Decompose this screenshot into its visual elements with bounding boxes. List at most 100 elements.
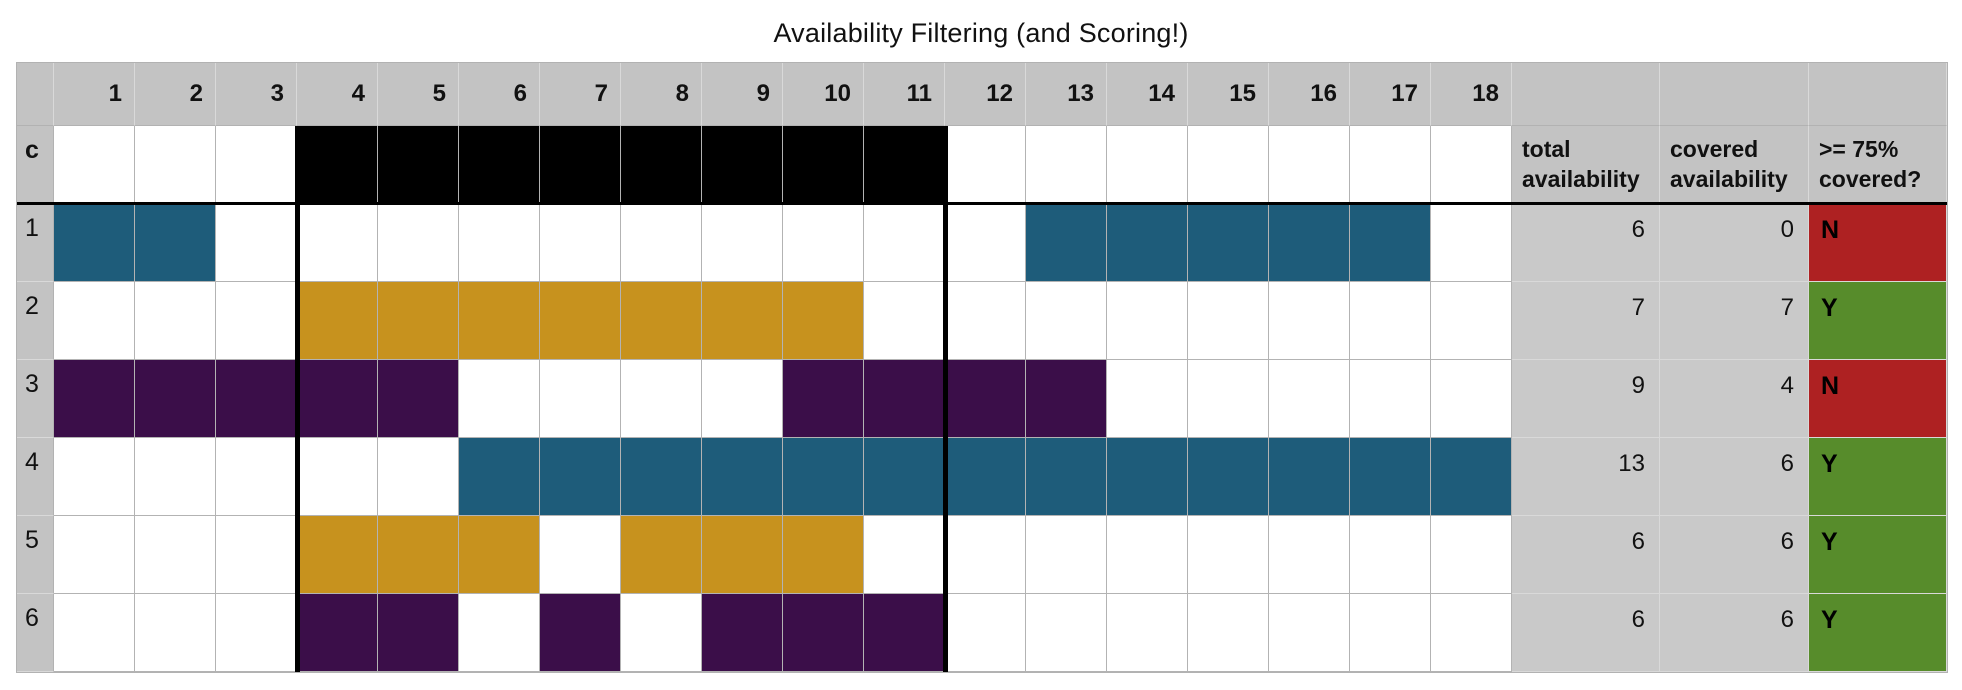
availability-cell-1-5: [378, 204, 459, 282]
column-header-13: 13: [1026, 63, 1107, 126]
slot-cell-c-14: [1107, 126, 1188, 204]
availability-cell-4-2: [135, 438, 216, 516]
availability-cell-6-5: [378, 594, 459, 672]
window-slot-cell-4: [297, 126, 378, 204]
availability-cell-4-10: [783, 438, 864, 516]
availability-cell-6-4: [297, 594, 378, 672]
availability-cell-5-11: [864, 516, 945, 594]
availability-cell-6-14: [1107, 594, 1188, 672]
availability-cell-2-2: [135, 282, 216, 360]
availability-cell-5-17: [1350, 516, 1431, 594]
column-header-7: 7: [540, 63, 621, 126]
slot-cell-c-12: [945, 126, 1026, 204]
row-label-3: 3: [17, 360, 54, 438]
availability-cell-5-1: [54, 516, 135, 594]
availability-cell-4-8: [621, 438, 702, 516]
availability-cell-3-2: [135, 360, 216, 438]
window-row-divider: [17, 202, 1947, 205]
availability-cell-3-6: [459, 360, 540, 438]
availability-cell-1-10: [783, 204, 864, 282]
availability-cell-3-11: [864, 360, 945, 438]
availability-cell-1-15: [1188, 204, 1269, 282]
total-availability-cell-6: 6: [1512, 594, 1660, 672]
availability-cell-4-16: [1269, 438, 1350, 516]
window-slot-cell-7: [540, 126, 621, 204]
total-availability-cell-3: 9: [1512, 360, 1660, 438]
summary-header-2: >= 75% covered?: [1809, 126, 1947, 204]
availability-cell-6-17: [1350, 594, 1431, 672]
corner-cell: [17, 63, 54, 126]
availability-cell-2-3: [216, 282, 297, 360]
availability-cell-2-8: [621, 282, 702, 360]
covered-availability-cell-5: 6: [1660, 516, 1809, 594]
availability-cell-2-4: [297, 282, 378, 360]
availability-cell-1-9: [702, 204, 783, 282]
window-slot-cell-11: [864, 126, 945, 204]
column-header-10: 10: [783, 63, 864, 126]
column-header-11: 11: [864, 63, 945, 126]
availability-cell-4-18: [1431, 438, 1512, 516]
availability-cell-2-10: [783, 282, 864, 360]
availability-cell-2-16: [1269, 282, 1350, 360]
availability-cell-2-15: [1188, 282, 1269, 360]
availability-cell-4-9: [702, 438, 783, 516]
covered-availability-cell-4: 6: [1660, 438, 1809, 516]
availability-cell-3-12: [945, 360, 1026, 438]
availability-cell-5-16: [1269, 516, 1350, 594]
availability-cell-4-13: [1026, 438, 1107, 516]
summary-header-spacer-1: [1660, 63, 1809, 126]
column-header-4: 4: [297, 63, 378, 126]
availability-cell-2-14: [1107, 282, 1188, 360]
availability-cell-6-10: [783, 594, 864, 672]
availability-cell-4-4: [297, 438, 378, 516]
availability-cell-2-9: [702, 282, 783, 360]
availability-cell-1-4: [297, 204, 378, 282]
total-availability-cell-2: 7: [1512, 282, 1660, 360]
slot-cell-c-16: [1269, 126, 1350, 204]
slot-cell-c-13: [1026, 126, 1107, 204]
availability-cell-3-13: [1026, 360, 1107, 438]
availability-cell-6-12: [945, 594, 1026, 672]
availability-cell-4-7: [540, 438, 621, 516]
availability-grid: 1 2 3 4 5 6 7 8 9 10 11 12 13 14 15 16 17 18 c total availa…: [16, 62, 1948, 673]
availability-cell-6-15: [1188, 594, 1269, 672]
availability-cell-1-14: [1107, 204, 1188, 282]
column-header-6: 6: [459, 63, 540, 126]
availability-cell-4-17: [1350, 438, 1431, 516]
window-slot-cell-9: [702, 126, 783, 204]
availability-cell-1-1: [54, 204, 135, 282]
availability-cell-3-1: [54, 360, 135, 438]
availability-cell-6-9: [702, 594, 783, 672]
row-label-5: 5: [17, 516, 54, 594]
availability-cell-6-11: [864, 594, 945, 672]
slot-cell-c-2: [135, 126, 216, 204]
column-header-12: 12: [945, 63, 1026, 126]
covered-badge-5: Y: [1809, 516, 1947, 594]
window-row-label: c: [17, 126, 54, 204]
availability-cell-5-13: [1026, 516, 1107, 594]
availability-cell-4-6: [459, 438, 540, 516]
window-end-border: [943, 126, 948, 672]
availability-cell-5-3: [216, 516, 297, 594]
availability-cell-2-11: [864, 282, 945, 360]
window-slot-cell-8: [621, 126, 702, 204]
column-header-15: 15: [1188, 63, 1269, 126]
slot-cell-c-18: [1431, 126, 1512, 204]
column-header-8: 8: [621, 63, 702, 126]
availability-cell-1-17: [1350, 204, 1431, 282]
availability-cell-1-12: [945, 204, 1026, 282]
covered-badge-2: Y: [1809, 282, 1947, 360]
availability-cell-4-5: [378, 438, 459, 516]
summary-header-1: covered availability: [1660, 126, 1809, 204]
row-label-4: 4: [17, 438, 54, 516]
availability-cell-5-5: [378, 516, 459, 594]
column-header-17: 17: [1350, 63, 1431, 126]
availability-cell-3-7: [540, 360, 621, 438]
covered-availability-cell-1: 0: [1660, 204, 1809, 282]
availability-cell-6-8: [621, 594, 702, 672]
availability-cell-1-8: [621, 204, 702, 282]
chart-title: Availability Filtering (and Scoring!): [773, 18, 1189, 48]
availability-cell-3-18: [1431, 360, 1512, 438]
availability-cell-1-13: [1026, 204, 1107, 282]
availability-cell-5-6: [459, 516, 540, 594]
